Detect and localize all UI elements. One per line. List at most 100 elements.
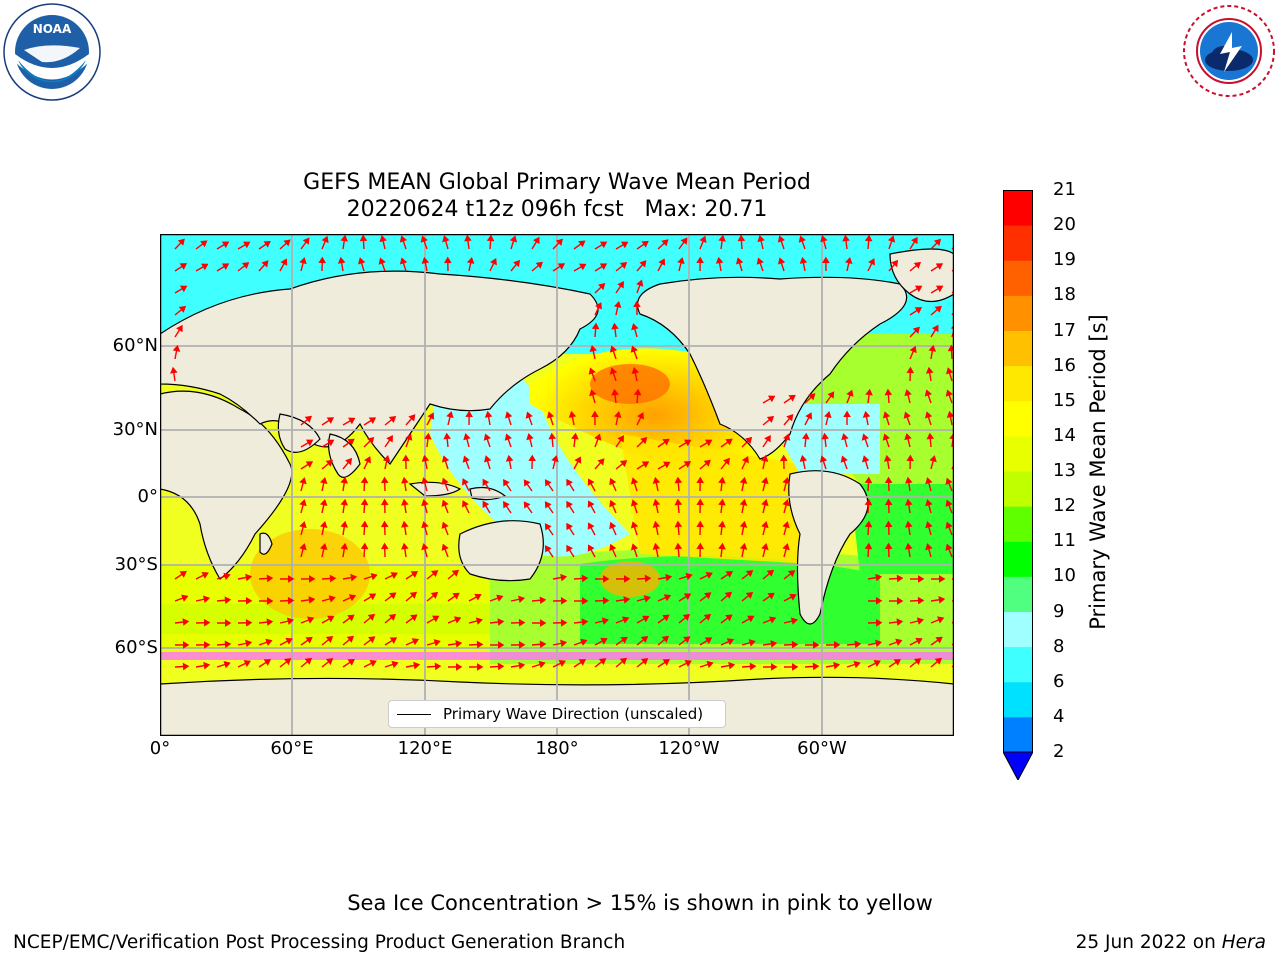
wave-direction-arrowhead [307,616,315,624]
wave-direction-arrowhead [482,478,490,487]
wave-direction-arrowhead [177,238,185,246]
wave-direction-arrowhead [548,432,557,440]
wave-direction-arrowhead [674,476,683,484]
wave-direction-arrowhead [925,543,933,551]
wave-direction-arrowhead [287,575,295,583]
wave-direction-arrowhead [183,641,190,649]
wave-direction-arrowhead [925,521,933,529]
wave-direction-arrowhead [770,640,778,648]
wave-direction-arrowhead [652,498,661,506]
wave-direction-arrowhead [455,663,463,671]
wave-direction-arrowhead [444,256,452,264]
wave-direction-arrowhead [446,411,454,419]
wave-direction-arrowhead [642,615,650,623]
wave-direction-arrowhead [560,597,568,605]
wave-direction-arrowhead [496,594,504,602]
wave-direction-arrowhead [644,574,652,583]
wave-direction-arrowhead [299,257,307,265]
wave-direction-arrowhead [842,234,850,242]
wave-direction-arrowhead [368,593,377,601]
wave-direction-arrowhead [453,616,462,624]
wave-direction-arrowhead [359,234,368,242]
wave-direction-arrowhead [340,234,348,242]
wave-direction-arrowhead [945,499,953,507]
wave-direction-arrowhead [243,660,251,667]
wave-direction-arrowhead [609,367,618,375]
wave-direction-arrowhead [748,639,756,647]
wave-direction-arrowhead [434,662,442,671]
colorbar-segment [1003,541,1033,577]
wave-direction-arrowhead [504,433,512,441]
wave-direction-arrowhead [243,241,251,249]
colorbar-segment [1003,576,1033,612]
wave-direction-arrowhead [497,662,505,671]
legend-line-swatch [397,713,431,715]
colorbar-tick: 2 [1053,741,1065,762]
wave-direction-arrowhead [329,574,337,583]
wave-direction-arrowhead [661,239,669,247]
colorbar-tick: 14 [1053,424,1076,446]
wave-direction-arrowhead [598,282,606,291]
wave-direction-arrowhead [389,592,397,600]
wave-direction-arrowhead [380,498,389,506]
wave-direction-arrowhead [862,455,870,463]
wave-direction-arrowhead [602,575,610,583]
colorbar-tick: 4 [1053,705,1065,727]
wave-direction-arrowhead [801,432,810,440]
wave-direction-arrowhead [925,366,934,374]
wave-direction-arrowhead [791,663,799,671]
wave-direction-arrowhead [745,591,754,599]
wave-direction-arrowhead [465,410,473,418]
wave-direction-arrowhead [421,256,430,264]
wave-direction-arrowhead [630,477,639,485]
wave-direction-arrowhead [462,478,469,486]
wave-direction-arrowhead [263,659,272,666]
wave-direction-arrowhead [302,237,310,245]
wave-direction-arrowhead [401,498,409,506]
wave-direction-arrowhead [791,640,799,649]
wave-direction-arrowhead [906,366,915,374]
wave-direction-arrowhead [443,432,451,440]
wave-direction-arrowhead [203,618,211,627]
wave-direction-arrowhead [756,257,764,265]
wave-direction-arrowhead [305,461,314,468]
wave-direction-arrowhead [360,542,369,550]
wave-direction-arrowhead [411,638,420,646]
wave-direction-arrowhead [663,594,672,602]
wave-direction-arrowhead [703,459,711,467]
wave-direction-arrowhead [299,477,307,485]
wave-direction-arrowhead [662,614,670,622]
wave-direction-arrowhead [581,618,589,626]
wave-direction-arrowhead [936,616,945,624]
wave-direction-arrowhead [455,640,463,648]
wave-direction-arrowhead [326,417,335,424]
wave-direction-arrowhead [588,367,596,375]
wave-direction-arrowhead [509,235,518,243]
wave-direction-arrowhead [318,256,327,264]
wave-direction-arrowhead [640,658,649,666]
wave-direction-arrowhead [905,520,913,528]
wave-direction-arrowhead [946,367,954,375]
wave-direction-arrowhead [741,456,749,464]
wave-direction-arrowhead [609,521,617,530]
wave-direction-arrowhead [370,572,378,581]
wave-direction-arrowhead [884,476,893,484]
wave-direction-arrowhead [704,637,713,645]
wave-direction-arrowhead [337,256,346,264]
wave-direction-arrowhead [935,263,944,270]
wave-direction-arrowhead [609,499,617,508]
colorbar-segment [1003,260,1033,296]
wave-direction-arrowhead [441,521,449,529]
wave-direction-arrowhead [601,617,609,625]
wave-direction-arrowhead [929,455,937,463]
wave-direction-arrowhead [909,345,917,354]
wave-direction-arrowhead [346,635,355,643]
wave-direction-arrowhead [179,263,188,270]
wave-direction-arrowhead [640,437,648,445]
wave-direction-arrowhead [421,454,430,462]
colorbar-tick: 17 [1053,319,1076,341]
wave-direction-arrowhead [924,389,932,397]
wave-direction-arrowhead [201,571,209,579]
wave-direction-arrowhead [883,454,892,462]
wave-direction-arrowhead [633,300,641,308]
